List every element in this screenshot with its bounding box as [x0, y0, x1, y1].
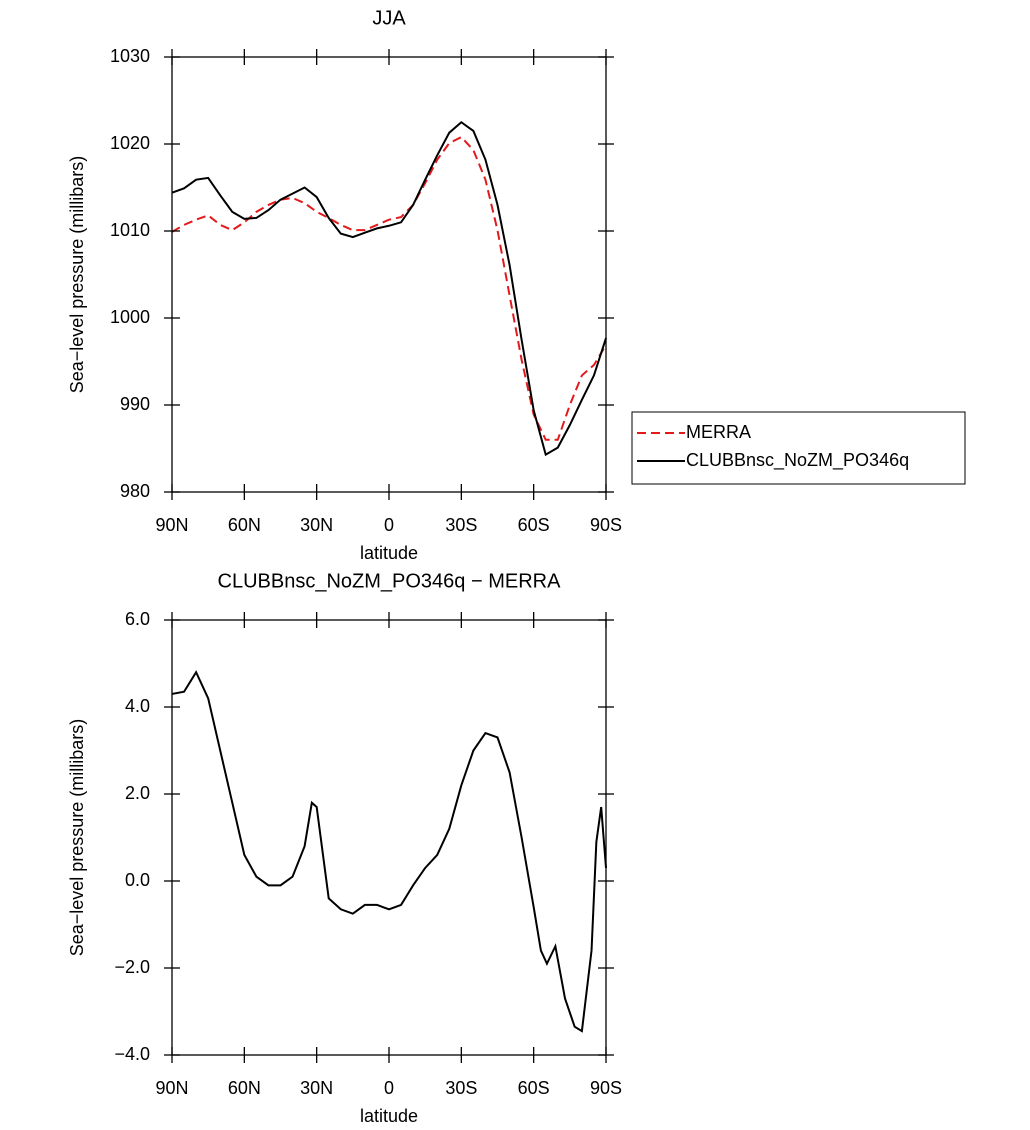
y-tick-label: 6.0 [125, 609, 150, 629]
y-tick-label: 4.0 [125, 696, 150, 716]
x-tick-label: 30S [445, 515, 477, 535]
y-tick-label: 1020 [110, 133, 150, 153]
y-tick-label: 2.0 [125, 783, 150, 803]
chart-title: CLUBBnsc_NoZM_PO346q − MERRA [218, 570, 562, 592]
x-tick-label: 60S [518, 515, 550, 535]
y-tick-label: 1010 [110, 220, 150, 240]
y-tick-label: −2.0 [114, 957, 150, 977]
x-tick-label: 60S [518, 1078, 550, 1098]
x-tick-label: 90S [590, 1078, 622, 1098]
y-tick-label: −4.0 [114, 1044, 150, 1064]
x-tick-label: 30S [445, 1078, 477, 1098]
plot-frame [171, 619, 607, 1056]
x-tick-label: 60N [228, 515, 261, 535]
plot-frame [171, 56, 607, 493]
x-tick-label: 0 [384, 1078, 394, 1098]
legend-box [631, 411, 966, 485]
data-line [171, 135, 607, 441]
y-tick-label: 1030 [110, 46, 150, 66]
y-tick-label: 1000 [110, 307, 150, 327]
x-tick-label: 60N [228, 1078, 261, 1098]
y-tick-label: 0.0 [125, 870, 150, 890]
y-tick-label: 980 [120, 481, 150, 501]
x-axis-label: latitude [360, 543, 418, 563]
x-tick-label: 30N [300, 515, 333, 535]
y-axis-label: Sea−level pressure (millibars) [67, 156, 87, 394]
y-axis-label: Sea−level pressure (millibars) [67, 719, 87, 957]
x-tick-label: 90N [155, 515, 188, 535]
x-tick-label: 30N [300, 1078, 333, 1098]
x-axis-label: latitude [360, 1106, 418, 1126]
y-tick-label: 990 [120, 394, 150, 414]
x-tick-label: 0 [384, 515, 394, 535]
chart-title: JJA [372, 7, 406, 29]
legend-label: CLUBBnsc_NoZM_PO346q [686, 450, 909, 471]
x-tick-label: 90N [155, 1078, 188, 1098]
data-line [171, 120, 607, 457]
legend-label: MERRA [686, 422, 751, 442]
x-tick-label: 90S [590, 515, 622, 535]
data-line [171, 670, 607, 1033]
